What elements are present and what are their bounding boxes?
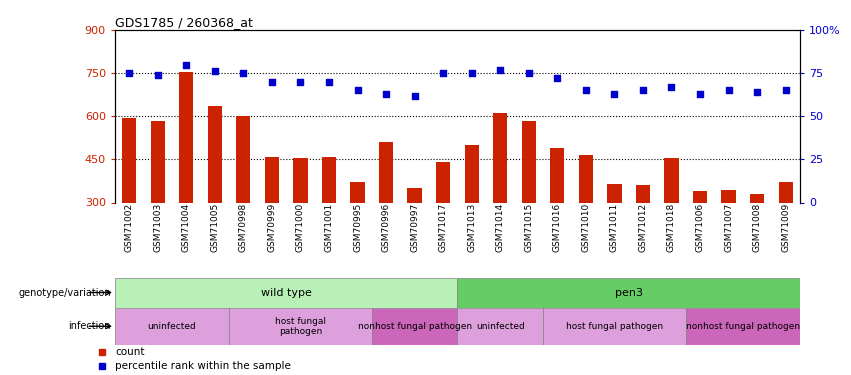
Text: count: count [115,346,145,357]
Bar [686,308,800,345]
Bar [779,182,793,203]
Bar [457,308,543,345]
Text: GSM71003: GSM71003 [153,202,163,252]
Bar [522,121,536,202]
Text: GDS1785 / 260368_at: GDS1785 / 260368_at [115,16,253,29]
Point [522,70,535,76]
Text: GSM71009: GSM71009 [781,202,791,252]
Bar [665,158,678,203]
Text: GSM71011: GSM71011 [610,202,619,252]
Point [494,67,507,73]
Point [408,93,421,99]
Bar [322,156,336,203]
Point [465,70,478,76]
Text: uninfected: uninfected [147,322,197,331]
Text: host fungal pathogen: host fungal pathogen [566,322,663,331]
Point [608,91,621,97]
Text: GSM71017: GSM71017 [438,202,448,252]
Bar [693,191,707,202]
Text: uninfected: uninfected [476,322,524,331]
Point [237,70,250,76]
Point [551,75,564,81]
Point [294,79,307,85]
Text: GSM71012: GSM71012 [638,202,648,252]
Bar [457,278,800,308]
Point [208,68,221,74]
Bar [543,308,686,345]
Text: GSM70999: GSM70999 [267,202,277,252]
Point [380,91,393,97]
Text: GSM71000: GSM71000 [296,202,305,252]
Text: pen3: pen3 [614,288,643,297]
Bar [122,118,136,202]
Text: GSM71002: GSM71002 [124,202,134,252]
Text: GSM71007: GSM71007 [724,202,733,252]
Bar [179,72,193,202]
Text: GSM71008: GSM71008 [752,202,762,252]
Text: wild type: wild type [260,288,311,297]
Text: GSM71005: GSM71005 [210,202,220,252]
Point [437,70,450,76]
Bar [208,106,222,202]
Bar [372,308,458,345]
Bar [151,122,165,202]
Point [579,87,592,93]
Point [694,91,707,97]
Text: infection: infection [68,321,111,331]
Bar [608,184,621,203]
Bar [379,142,393,202]
Text: nonhost fungal pathogen: nonhost fungal pathogen [686,322,800,331]
Point [123,70,136,76]
Text: nonhost fungal pathogen: nonhost fungal pathogen [357,322,471,331]
Text: GSM70998: GSM70998 [239,202,248,252]
Text: GSM71016: GSM71016 [553,202,562,252]
Text: GSM71010: GSM71010 [581,202,591,252]
Bar [229,308,372,345]
Text: GSM71014: GSM71014 [496,202,505,252]
Bar [722,190,736,202]
Bar [636,185,650,202]
Text: GSM71015: GSM71015 [524,202,534,252]
Bar [551,148,564,202]
Bar [579,155,593,203]
Text: percentile rank within the sample: percentile rank within the sample [115,361,291,371]
Text: GSM70995: GSM70995 [353,202,362,252]
Bar [237,116,250,202]
Point [323,79,336,85]
Text: genotype/variation: genotype/variation [18,288,111,297]
Bar [351,182,364,203]
Text: host fungal
pathogen: host fungal pathogen [275,316,326,336]
Bar [115,278,457,308]
Text: GSM71006: GSM71006 [695,202,705,252]
Text: GSM71004: GSM71004 [182,202,191,252]
Text: GSM71001: GSM71001 [324,202,334,252]
Bar [115,308,229,345]
Point [637,87,650,93]
Text: GSM70996: GSM70996 [381,202,391,252]
Text: GSM71018: GSM71018 [667,202,676,252]
Point [351,87,364,93]
Point [265,79,278,85]
Point [722,87,735,93]
Bar [493,113,507,202]
Bar [265,156,279,203]
Point [779,87,792,93]
Text: GSM71013: GSM71013 [467,202,477,252]
Point [151,72,164,78]
Bar [750,194,764,202]
Bar [436,162,450,202]
Point [180,62,193,68]
Bar [408,188,422,202]
Bar [465,145,479,202]
Bar [294,158,307,203]
Point [665,84,678,90]
Point [751,89,764,95]
Text: GSM70997: GSM70997 [410,202,419,252]
